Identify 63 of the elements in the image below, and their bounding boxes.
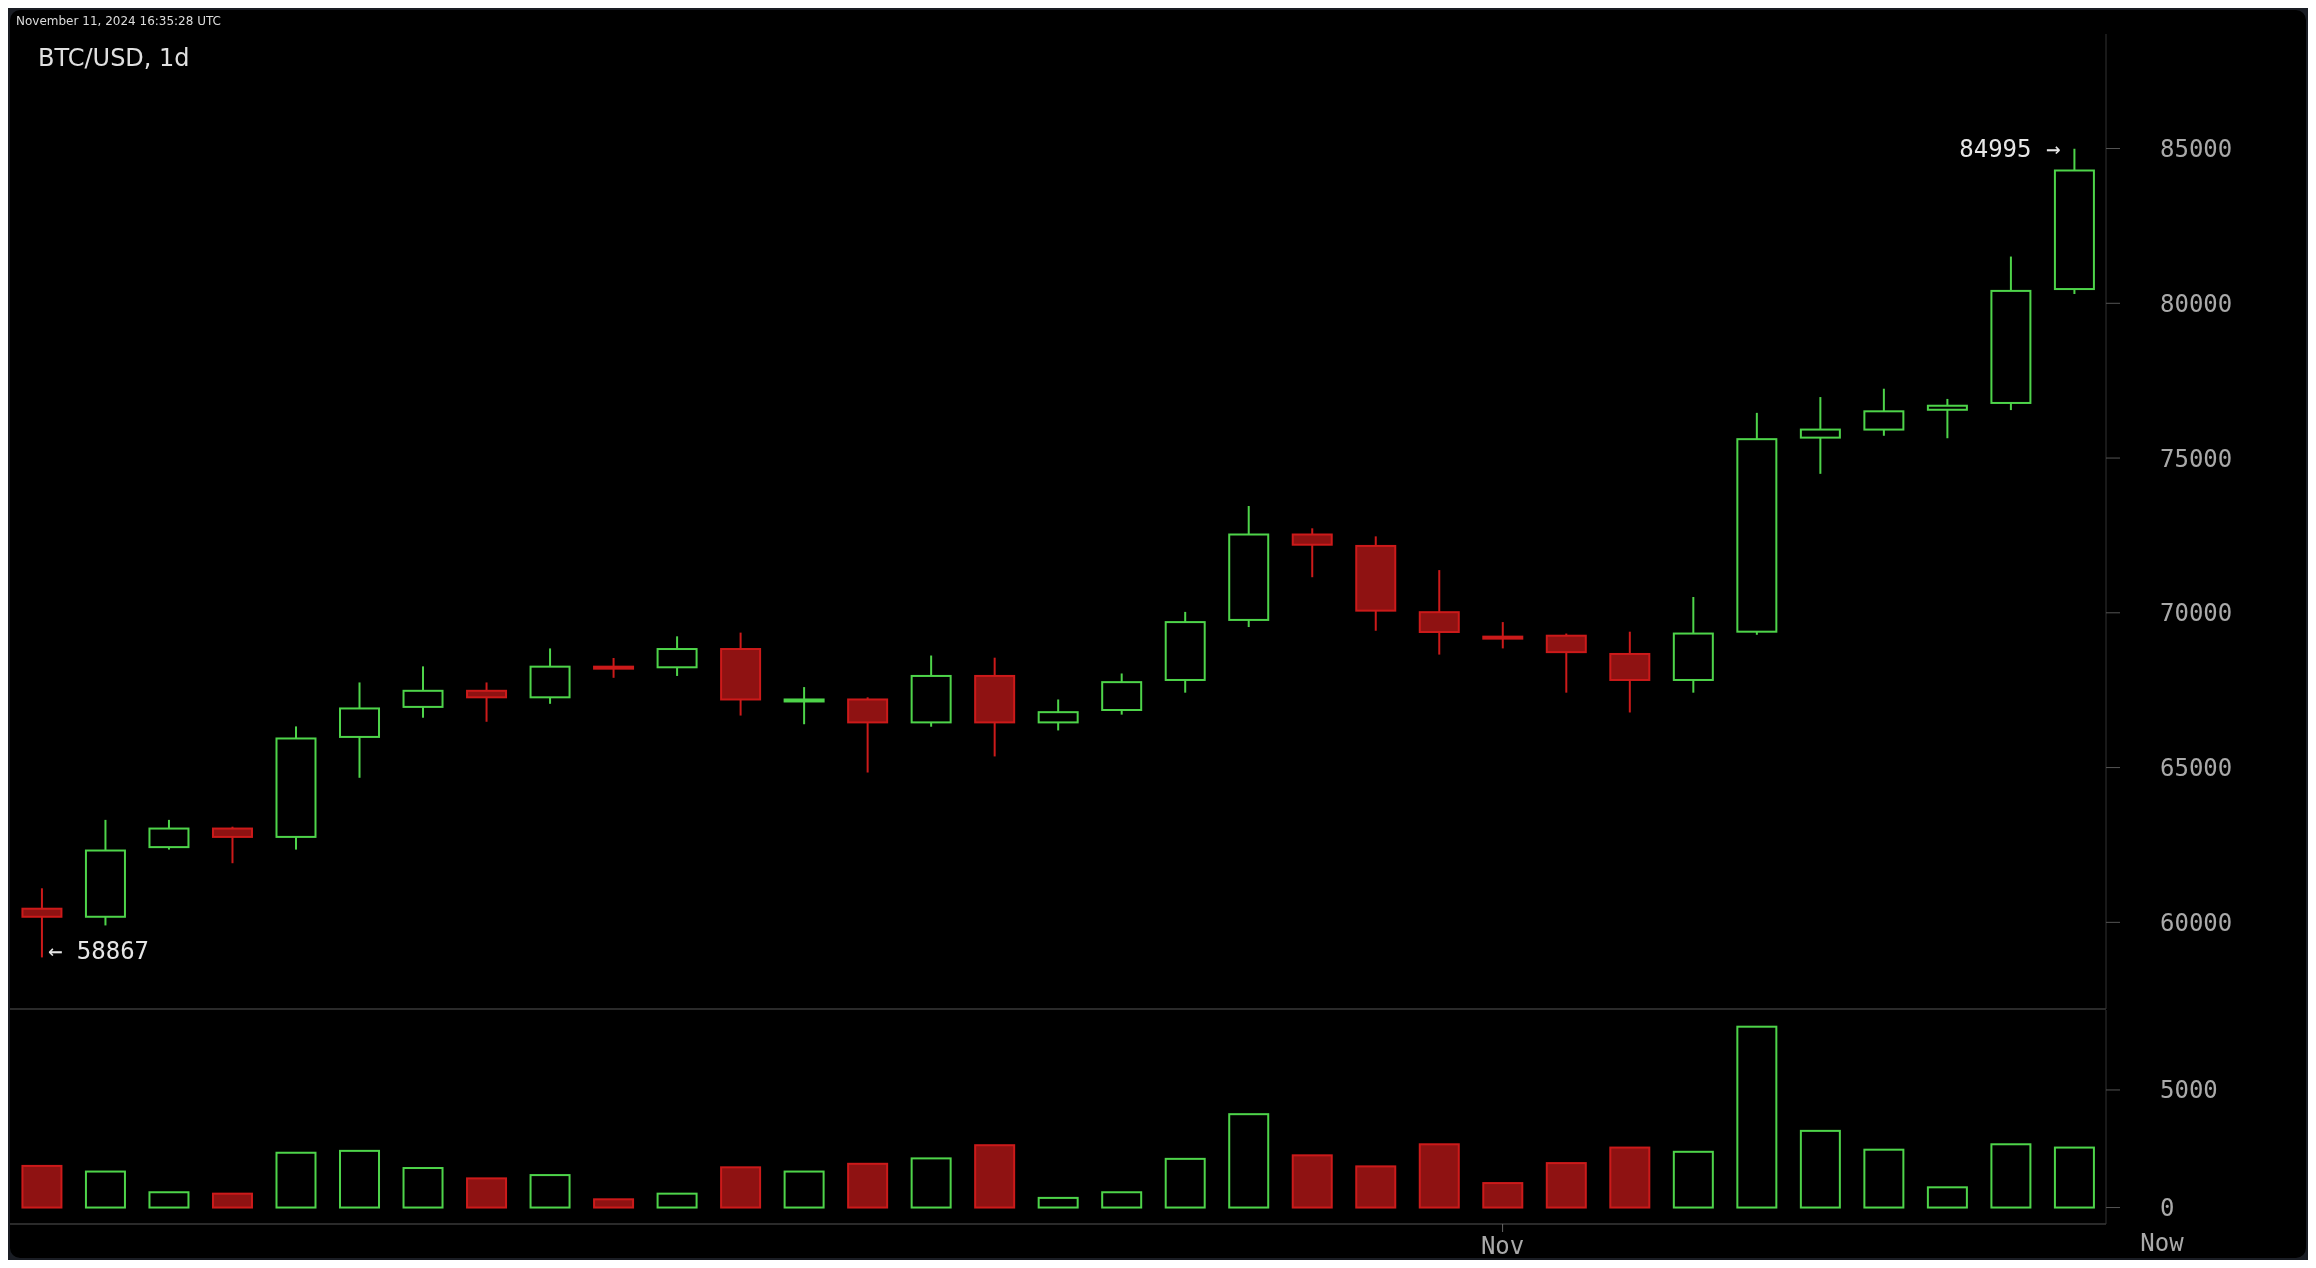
bar — [339, 1149, 381, 1209]
candlestick — [466, 681, 508, 723]
bar — [1926, 1186, 1968, 1209]
bar — [1164, 1157, 1206, 1209]
y-tick-label: 85000 — [2160, 135, 2233, 164]
annotation: 84995 → — [1959, 134, 2061, 163]
text: November 11, 2024 16:35:28 UTC — [16, 14, 221, 28]
candlestick — [1609, 630, 1651, 714]
bar — [720, 1166, 762, 1209]
bar — [1037, 1196, 1079, 1209]
bar — [84, 1170, 126, 1209]
candlestick — [1291, 527, 1333, 579]
y-tick-label: 70000 — [2160, 599, 2233, 628]
bar — [1355, 1165, 1397, 1209]
bar — [1799, 1129, 1841, 1209]
y-tick-label: 75000 — [2160, 444, 2233, 473]
bar — [847, 1162, 889, 1209]
candlestick — [402, 665, 444, 719]
y-tick-label: 5000 — [2160, 1076, 2218, 1105]
bar — [593, 1198, 635, 1209]
bar — [466, 1177, 508, 1209]
candlestick — [974, 656, 1016, 758]
candlestick — [1355, 535, 1397, 632]
y-tick-label: 0 — [2160, 1194, 2175, 1223]
bar — [910, 1157, 952, 1209]
candlestick — [1164, 610, 1206, 694]
bar — [1863, 1148, 1905, 1209]
bar — [1482, 1182, 1524, 1209]
candlestick — [720, 631, 762, 717]
bar — [529, 1174, 571, 1209]
x-tick-label: Nov — [1480, 1232, 1525, 1260]
y-tick-label: 65000 — [2160, 754, 2233, 783]
chart-title: BTC/USD, 1d — [38, 44, 190, 72]
bar — [656, 1192, 698, 1209]
text: Now — [2139, 1229, 2185, 1257]
bar — [1609, 1146, 1651, 1209]
bar — [1736, 1025, 1778, 1209]
bar — [1672, 1150, 1714, 1209]
bar — [974, 1144, 1016, 1209]
y-tick-label: 80000 — [2160, 289, 2233, 318]
candlestick — [1418, 569, 1460, 656]
candlestick — [529, 647, 571, 705]
bar — [783, 1170, 825, 1209]
bar — [1990, 1143, 2032, 1209]
candlestick — [656, 635, 698, 677]
bar — [1101, 1191, 1143, 1209]
bar — [148, 1191, 190, 1209]
bar — [211, 1192, 253, 1209]
candlestick — [275, 725, 317, 851]
bar — [1418, 1143, 1460, 1209]
bar — [2053, 1146, 2095, 1209]
bar — [1545, 1162, 1587, 1209]
candlestick — [1672, 596, 1714, 694]
bar — [21, 1164, 63, 1209]
y-tick-label: 60000 — [2160, 908, 2233, 937]
bar — [1228, 1113, 1270, 1209]
bar — [275, 1151, 317, 1209]
bar — [1291, 1154, 1333, 1209]
candlestick — [339, 681, 381, 779]
bar — [402, 1167, 444, 1209]
candlestick — [21, 887, 63, 959]
annotation: ← 58867 — [47, 937, 150, 966]
candlestick — [1799, 396, 1841, 475]
